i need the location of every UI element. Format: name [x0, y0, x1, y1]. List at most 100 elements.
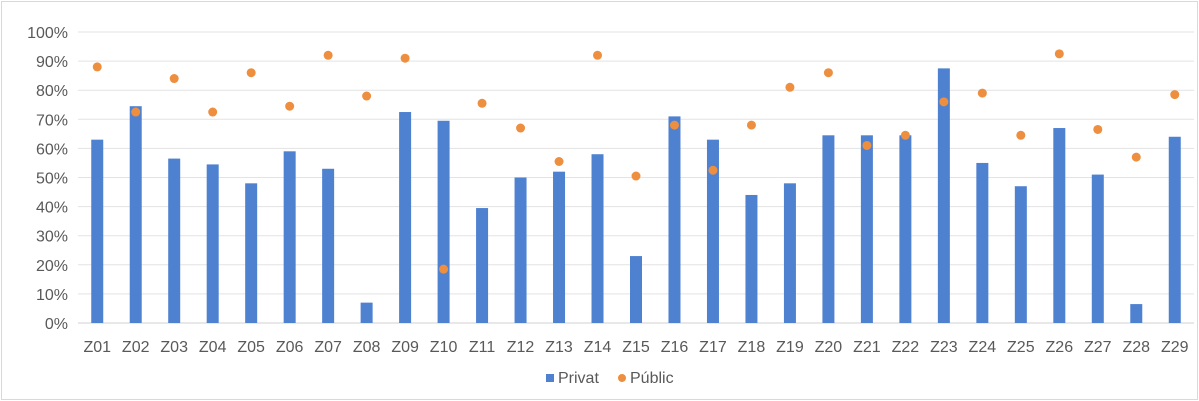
- bar-privat: [437, 120, 450, 323]
- point-public: [785, 82, 795, 92]
- bar-privat: [1053, 128, 1066, 323]
- x-tick-label: Z28: [1122, 339, 1150, 356]
- point-public: [823, 68, 833, 78]
- y-axis-ticks: 0% 10% 20% 30% 40% 50% 60% 70% 80% 90% 100%: [27, 25, 68, 333]
- bar-privat: [322, 168, 335, 323]
- point-public: [92, 62, 102, 72]
- x-tick-label: Z27: [1084, 339, 1112, 356]
- x-tick-label: Z26: [1046, 339, 1074, 356]
- x-tick-label: Z03: [160, 339, 188, 356]
- privat-bars: [91, 68, 1181, 324]
- x-tick-label: Z11: [469, 339, 495, 356]
- x-tick-label: Z22: [892, 339, 920, 356]
- y-tick-label: 0%: [45, 316, 68, 333]
- bar-privat: [783, 183, 796, 323]
- bar-privat: [514, 177, 527, 323]
- bar-privat: [360, 302, 373, 323]
- point-public: [131, 107, 141, 117]
- bar-privat: [706, 139, 719, 323]
- legend-swatch-privat: [546, 374, 554, 382]
- point-public: [285, 101, 295, 111]
- point-public: [939, 97, 949, 107]
- x-tick-label: Z15: [622, 339, 650, 356]
- bar-privat: [668, 116, 681, 323]
- x-axis-ticks: Z01 Z02 Z03 Z04 Z05 Z06 Z07 Z08 Z09 Z10 Z11 Z12 Z13 Z…: [83, 339, 1188, 356]
- x-tick-label: Z12: [507, 339, 535, 356]
- point-public: [593, 50, 603, 60]
- point-public: [1170, 90, 1180, 100]
- y-tick-label: 80%: [36, 83, 68, 100]
- bar-privat: [1168, 136, 1181, 323]
- y-tick-label: 40%: [36, 200, 68, 217]
- bar-privat: [745, 194, 758, 323]
- x-tick-label: Z20: [815, 339, 843, 356]
- legend-swatch-public: [618, 374, 626, 382]
- x-tick-label: Z17: [699, 339, 727, 356]
- y-tick-label: 10%: [36, 287, 68, 304]
- bar-privat: [206, 164, 219, 323]
- y-tick-label: 100%: [27, 25, 68, 42]
- bar-privat: [937, 68, 950, 323]
- point-public: [477, 98, 487, 108]
- bar-privat: [129, 106, 142, 323]
- bar-privat: [1130, 304, 1143, 323]
- bar-privat: [168, 158, 181, 323]
- point-public: [1016, 130, 1026, 140]
- point-public: [323, 50, 333, 60]
- x-tick-label: Z02: [122, 339, 150, 356]
- x-tick-label: Z21: [853, 339, 881, 356]
- public-points: [92, 49, 1180, 274]
- x-tick-label: Z23: [930, 339, 958, 356]
- bar-privat: [283, 151, 296, 323]
- x-tick-label: Z29: [1161, 339, 1189, 356]
- y-tick-label: 50%: [36, 171, 68, 188]
- bar-privat: [591, 154, 604, 323]
- legend-label-privat: Privat: [558, 370, 599, 387]
- point-public: [669, 120, 679, 130]
- x-tick-label: Z13: [545, 339, 573, 356]
- x-tick-label: Z07: [314, 339, 342, 356]
- point-public: [1054, 49, 1064, 59]
- bar-privat: [91, 139, 104, 323]
- bar-privat: [976, 162, 989, 323]
- x-tick-label: Z25: [1007, 339, 1035, 356]
- point-public: [746, 120, 756, 130]
- bar-privat: [399, 112, 412, 324]
- bar-privat: [245, 183, 258, 323]
- y-tick-label: 30%: [36, 229, 68, 246]
- bar-privat: [553, 171, 566, 323]
- point-public: [1131, 152, 1141, 162]
- bar-privat: [822, 135, 835, 323]
- point-public: [439, 264, 449, 274]
- x-tick-label: Z19: [776, 339, 804, 356]
- point-public: [708, 165, 718, 175]
- y-tick-label: 70%: [36, 112, 68, 129]
- legend: Privat Públic: [546, 370, 674, 387]
- point-public: [516, 123, 526, 133]
- x-tick-label: Z09: [391, 339, 419, 356]
- point-public: [400, 53, 410, 63]
- point-public: [362, 91, 372, 101]
- x-tick-label: Z24: [969, 339, 997, 356]
- y-tick-label: 90%: [36, 54, 68, 71]
- bar-privat: [1014, 186, 1027, 323]
- point-public: [554, 156, 564, 166]
- point-public: [246, 68, 256, 78]
- x-tick-label: Z08: [353, 339, 381, 356]
- point-public: [208, 107, 218, 117]
- point-public: [900, 130, 910, 140]
- y-tick-label: 20%: [36, 258, 68, 275]
- point-public: [631, 171, 641, 181]
- x-tick-label: Z16: [661, 339, 689, 356]
- x-tick-label: Z18: [738, 339, 766, 356]
- x-tick-label: Z14: [584, 339, 612, 356]
- bar-privat: [476, 208, 489, 323]
- bar-privat: [860, 135, 873, 323]
- x-tick-label: Z10: [430, 339, 458, 356]
- x-tick-label: Z06: [276, 339, 304, 356]
- point-public: [169, 74, 179, 84]
- y-tick-label: 60%: [36, 141, 68, 158]
- x-tick-label: Z04: [199, 339, 227, 356]
